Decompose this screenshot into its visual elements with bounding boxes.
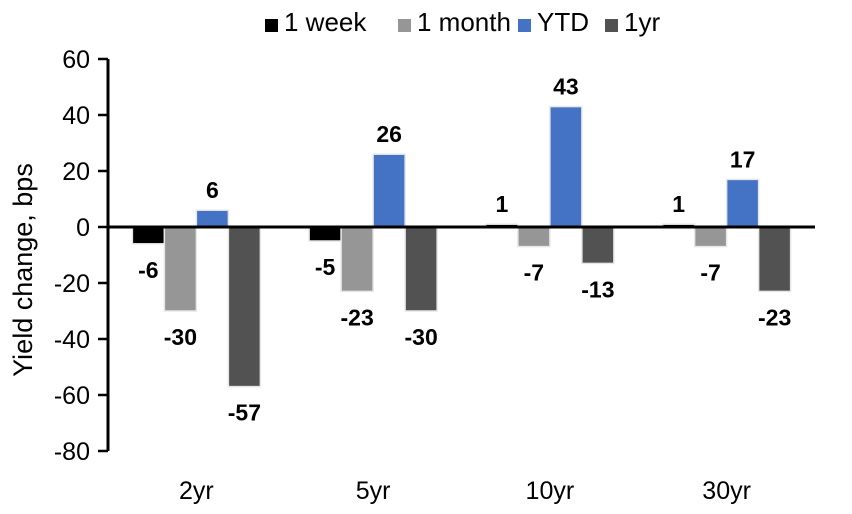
value-label-1-week-10yr: 1 — [495, 191, 508, 217]
legend-label-YTD: YTD — [537, 7, 589, 37]
value-label-1yr-5yr: -30 — [405, 324, 438, 350]
y-axis-tick-label: 40 — [62, 102, 90, 130]
bar-1yr-2yr — [227, 226, 262, 388]
bar-1-month-2yr — [163, 226, 198, 312]
value-label-1-month-30yr: -7 — [700, 260, 720, 286]
legend-marker-1-month — [398, 19, 411, 32]
bar-1yr-30yr — [757, 226, 792, 293]
y-axis-tick-label: -80 — [54, 438, 90, 466]
legend-marker-YTD — [518, 19, 531, 32]
legend-label-1-week: 1 week — [284, 7, 367, 37]
y-axis-tick-label: -40 — [54, 326, 90, 354]
x-axis-category-label-10yr: 10yr — [526, 477, 575, 505]
legend-label-1-month: 1 month — [417, 7, 511, 37]
value-label-1-week-5yr: -5 — [315, 254, 336, 280]
x-axis-category-label-30yr: 30yr — [702, 477, 751, 505]
value-label-1yr-2yr: -57 — [228, 400, 261, 426]
x-axis-category-label-5yr: 5yr — [356, 477, 391, 505]
bar-1-month-30yr — [693, 226, 728, 248]
y-axis-title: Yield change, bps — [8, 163, 38, 377]
y-axis-tick-label: 20 — [62, 158, 90, 186]
y-axis-tick-label: -20 — [54, 270, 90, 298]
bar-1-week-5yr — [308, 226, 342, 242]
x-axis-category-label-2yr: 2yr — [179, 477, 214, 505]
y-axis-tick-label: 60 — [62, 46, 90, 74]
value-label-YTD-30yr: 17 — [730, 146, 756, 172]
value-label-1-month-10yr: -7 — [524, 260, 544, 286]
bar-1-month-5yr — [340, 226, 374, 293]
value-label-1-month-5yr: -23 — [341, 304, 374, 330]
legend-marker-1yr — [605, 19, 618, 32]
value-label-1-week-2yr: -6 — [138, 257, 158, 283]
bar-YTD-2yr — [195, 209, 230, 228]
y-axis-tick-label: 0 — [76, 214, 90, 242]
value-label-YTD-10yr: 43 — [553, 74, 579, 100]
value-label-YTD-5yr: 26 — [376, 121, 402, 147]
bar-YTD-10yr — [549, 105, 583, 228]
value-label-1yr-10yr: -13 — [581, 276, 614, 302]
bar-1-week-2yr — [131, 226, 166, 245]
bar-1yr-10yr — [581, 226, 615, 265]
value-label-1-month-2yr: -30 — [164, 324, 197, 350]
value-label-1yr-30yr: -23 — [758, 304, 791, 330]
value-label-YTD-2yr: 6 — [206, 177, 219, 203]
bar-1-month-10yr — [517, 226, 551, 248]
legend-marker-1-week — [265, 19, 278, 32]
legend-label-1yr: 1yr — [624, 7, 660, 37]
bar-YTD-5yr — [372, 153, 406, 228]
bar-YTD-30yr — [725, 178, 760, 228]
value-label-1-week-30yr: 1 — [672, 191, 685, 217]
bar-1yr-5yr — [404, 226, 438, 312]
y-axis-tick-label: -60 — [54, 382, 90, 410]
